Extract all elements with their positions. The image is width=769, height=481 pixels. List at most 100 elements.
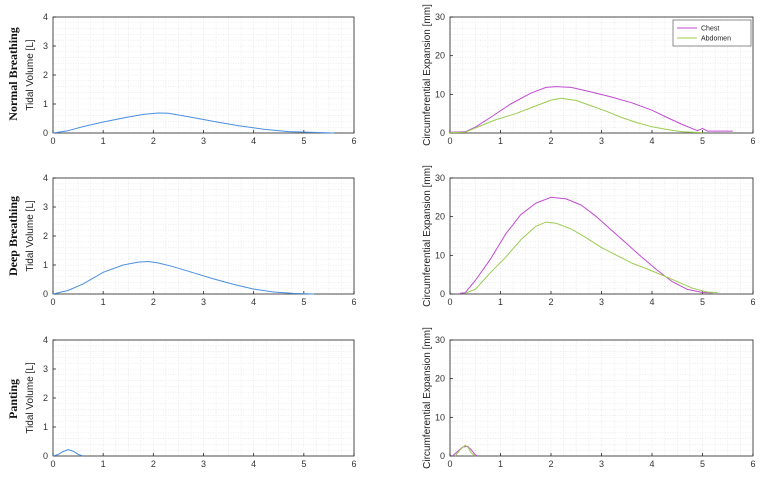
y-tick-label: 0: [440, 289, 445, 299]
y-axis-label: Tidal Volume [L]: [25, 39, 36, 111]
x-tick-label: 3: [599, 136, 604, 146]
x-tick-label: 3: [201, 297, 206, 307]
x-tick-label: 3: [599, 459, 604, 469]
series-line-chest: [452, 445, 479, 457]
y-tick-label: 20: [435, 212, 445, 222]
x-tick-label: 0: [447, 459, 452, 469]
x-tick-label: 5: [301, 297, 306, 307]
y-tick-label: 3: [43, 41, 48, 51]
series-line-abdomen: [454, 444, 476, 457]
row-label-normal: Normal Breathing: [6, 27, 20, 120]
x-tick-label: 6: [750, 459, 755, 469]
x-tick-label: 2: [151, 459, 156, 469]
x-tick-label: 1: [498, 297, 503, 307]
y-tick-label: 10: [435, 412, 445, 422]
y-tick-label: 20: [435, 51, 445, 61]
x-tick-label: 6: [351, 459, 356, 469]
y-tick-label: 1: [43, 99, 48, 109]
y-tick-label: 0: [440, 128, 445, 138]
y-tick-label: 30: [435, 173, 445, 183]
x-tick-label: 6: [750, 136, 755, 146]
y-tick-label: 4: [43, 12, 48, 22]
y-tick-label: 0: [440, 451, 445, 461]
x-tick-label: 1: [101, 136, 106, 146]
series-line-tidal-volume: [52, 112, 334, 134]
y-tick-label: 2: [43, 70, 48, 80]
plot-3: 0 1 2 3 4 5 6 0 1 2 3 4 Tidal Volume [L]: [25, 173, 357, 307]
x-tick-label: 6: [351, 297, 356, 307]
series-line-chest: [449, 86, 733, 133]
x-tick-label: 1: [498, 459, 503, 469]
x-tick-label: 3: [201, 136, 206, 146]
row-label-panting: Panting: [6, 379, 20, 419]
y-axis-label: Tidal Volume [L]: [25, 200, 36, 272]
y-tick-label: 4: [43, 335, 48, 345]
x-tick-label: 4: [649, 297, 654, 307]
y-tick-label: 3: [43, 202, 48, 212]
x-tick-label: 5: [700, 136, 705, 146]
x-tick-label: 6: [351, 136, 356, 146]
series-line-abdomen: [449, 97, 703, 134]
plot-5: 0 1 2 3 4 5 6 0 1 2 3 4 Tidal Volume [L]: [25, 335, 357, 469]
y-axis-label: Tidal Volume [L]: [25, 362, 36, 434]
y-tick-label: 20: [435, 374, 445, 384]
grid: [449, 339, 754, 457]
x-tick-label: 0: [50, 297, 55, 307]
x-tick-label: 2: [151, 136, 156, 146]
x-tick-label: 1: [498, 136, 503, 146]
x-tick-label: 0: [50, 459, 55, 469]
x-tick-label: 2: [151, 297, 156, 307]
y-tick-label: 0: [43, 451, 48, 461]
series-line-tidal-volume: [52, 449, 84, 457]
x-tick-label: 5: [301, 459, 306, 469]
grid: [52, 339, 355, 457]
legend-label: Chest: [701, 26, 719, 33]
series-line-chest: [460, 196, 713, 294]
grid: [449, 177, 754, 295]
legend-label: Abdomen: [701, 36, 731, 43]
grid: [52, 177, 355, 295]
x-tick-label: 5: [301, 136, 306, 146]
plot-1: 0 1 2 3 4 5 6 0 1 2 3 4 Tidal Volume [L]: [25, 12, 357, 146]
x-tick-label: 4: [251, 136, 256, 146]
y-tick-label: 1: [43, 260, 48, 270]
x-tick-label: 2: [548, 459, 553, 469]
x-tick-label: 4: [649, 459, 654, 469]
y-tick-label: 10: [435, 89, 445, 99]
x-tick-label: 3: [201, 459, 206, 469]
x-tick-label: 4: [649, 136, 654, 146]
legend: Chest Abdomen: [672, 19, 752, 47]
row-label-deep: Deep Breathing: [6, 196, 20, 276]
y-tick-label: 2: [43, 231, 48, 241]
x-tick-label: 4: [251, 459, 256, 469]
y-tick-label: 2: [43, 393, 48, 403]
y-tick-label: 0: [43, 289, 48, 299]
series-line-abdomen: [464, 221, 718, 294]
x-tick-label: 5: [700, 459, 705, 469]
row-labels: Normal Breathing Deep Breathing Panting: [6, 27, 20, 419]
x-tick-label: 6: [750, 297, 755, 307]
x-tick-label: 4: [251, 297, 256, 307]
x-tick-label: 0: [447, 136, 452, 146]
x-tick-label: 0: [447, 297, 452, 307]
y-tick-label: 1: [43, 422, 48, 432]
y-tick-label: 10: [435, 250, 445, 260]
x-tick-label: 0: [50, 136, 55, 146]
x-tick-label: 2: [548, 136, 553, 146]
y-axis-label: Circumferential Expansion [mm]: [422, 4, 433, 146]
y-tick-label: 3: [43, 364, 48, 374]
x-tick-label: 2: [548, 297, 553, 307]
x-tick-label: 5: [700, 297, 705, 307]
grid: [52, 16, 355, 134]
y-tick-label: 4: [43, 173, 48, 183]
y-tick-label: 30: [435, 12, 445, 22]
x-tick-label: 3: [599, 297, 604, 307]
y-axis-label: Circumferential Expansion [mm]: [422, 327, 433, 469]
legend-box: [672, 19, 752, 47]
y-tick-label: 30: [435, 335, 445, 345]
y-axis-label: Circumferential Expansion [mm]: [422, 165, 433, 307]
